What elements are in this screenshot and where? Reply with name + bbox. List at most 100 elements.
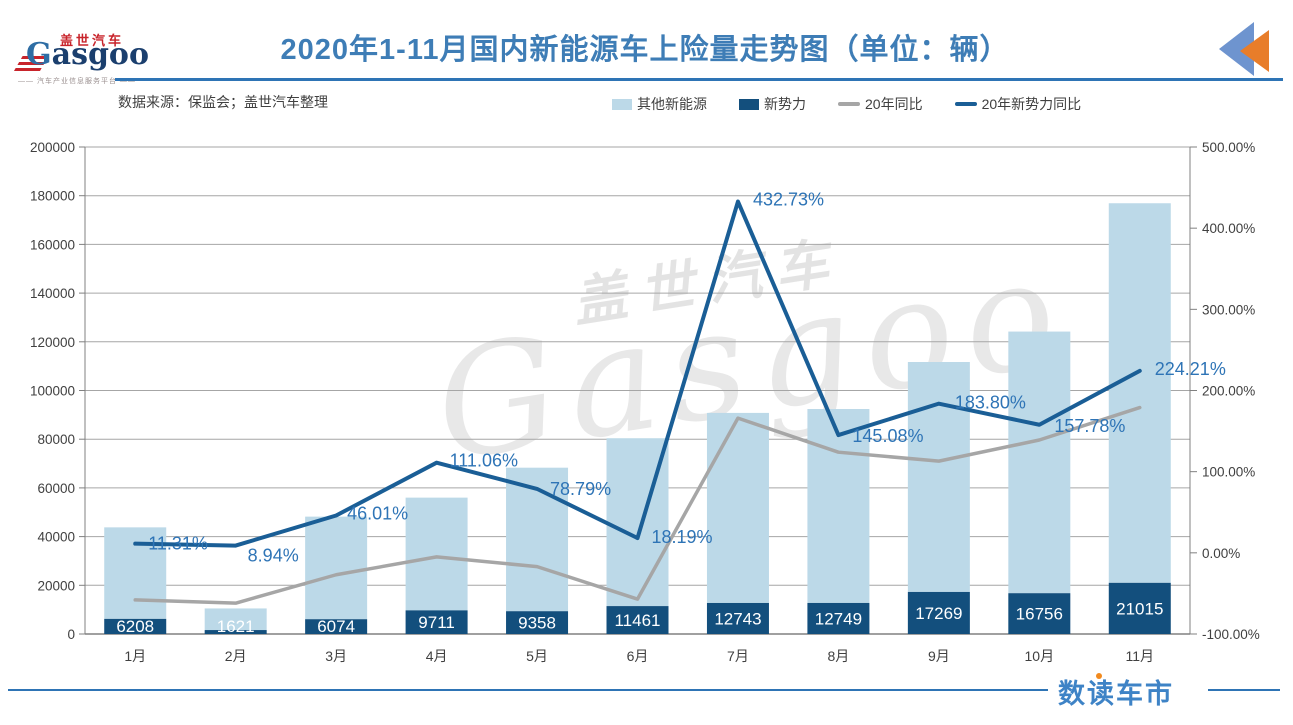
bar-new-force-segment	[807, 602, 870, 634]
left-axis-label: 180000	[30, 189, 75, 204]
bar-new-force-segment	[204, 630, 267, 634]
bar-value-label: 21015	[1116, 599, 1163, 618]
left-axis-label: 20000	[37, 578, 75, 593]
legend-label: 20年新势力同比	[981, 96, 1082, 112]
yoy-point-label: 157.78%	[1054, 416, 1125, 436]
yoy-point-label: 432.73%	[753, 190, 824, 210]
right-axis-label: 400.00%	[1202, 221, 1255, 236]
bar-other-nev-segment	[907, 362, 970, 592]
footer-divider-left	[8, 689, 1048, 691]
double-back-arrows-icon	[1219, 22, 1269, 76]
left-axis-label: 140000	[30, 286, 75, 301]
bar-value-label: 11461	[614, 611, 660, 630]
left-axis-label: 160000	[30, 237, 75, 252]
left-axis-label: 60000	[37, 481, 75, 496]
yoy-point-label: 183.80%	[955, 393, 1026, 413]
bar-other-nev-segment	[1008, 331, 1071, 594]
bar-other-nev-segment	[204, 608, 267, 631]
left-axis-label: 80000	[37, 432, 75, 447]
bar-other-nev-segment	[405, 497, 468, 611]
footer-divider-right	[1208, 689, 1280, 691]
data-source-note: 数据来源：保监会；盖世汽车整理	[118, 94, 328, 110]
bar-value-label: 17269	[915, 604, 962, 623]
x-axis-label: 7月	[727, 648, 749, 664]
bar-new-force-segment	[606, 606, 669, 634]
legend-line-swatch-icon	[954, 102, 977, 106]
yoy-overall-line	[133, 405, 1142, 605]
left-axis-label: 120000	[30, 335, 75, 350]
legend-bar-swatch-icon	[612, 98, 632, 110]
logo-tagline: —— 汽车产业信息服务平台 ——	[18, 78, 136, 85]
bar-value-label: 16756	[1016, 605, 1063, 624]
title-underline	[115, 78, 1283, 81]
bar-other-nev-segment	[506, 467, 569, 612]
footer-logo-orange-dot-icon	[1096, 673, 1102, 679]
x-axis-label: 9月	[928, 648, 950, 664]
yoy-point-label: 46.01%	[347, 503, 408, 523]
x-axis-label: 1月	[124, 648, 146, 664]
x-axis-label: 4月	[426, 648, 448, 664]
yoy-point-label: 111.06%	[450, 451, 518, 471]
x-axis-label: 6月	[627, 648, 649, 664]
left-axis-label: 0	[67, 627, 75, 642]
right-axis-label: -100.00%	[1202, 627, 1260, 642]
bar-new-force-segment	[706, 602, 769, 634]
yoy-point-label: 8.94%	[248, 546, 299, 566]
bar-value-label: 6208	[116, 617, 154, 636]
legend-bar-swatch-icon	[739, 98, 759, 110]
bar-value-label: 12743	[714, 609, 761, 628]
bar-new-force-segment	[907, 591, 970, 634]
legend-item-20年新势力同比: 20年新势力同比	[954, 94, 1082, 114]
bar-new-force-segment	[1008, 593, 1071, 634]
right-axis-label: 100.00%	[1202, 465, 1255, 480]
legend-item-新势力: 新势力	[739, 94, 806, 114]
bar-new-force-segment	[104, 618, 167, 634]
yoy-point-label: 11.31%	[148, 534, 208, 554]
logo-wordmark: Gasgoo	[26, 37, 149, 72]
yoy-point-label: 78.79%	[550, 479, 611, 499]
gasgoo-logo: 盖世汽车 Gasgoo —— 汽车产业信息服务平台 ——	[13, 30, 158, 88]
bar-new-force-segment	[405, 610, 468, 634]
left-axis-label: 200000	[30, 140, 75, 155]
x-axis-label: 2月	[225, 648, 247, 664]
legend-line-swatch-icon	[838, 102, 860, 106]
yoy-point-label: 145.08%	[852, 426, 923, 446]
bar-other-nev-segment	[1108, 203, 1171, 583]
bar-other-nev-segment	[807, 409, 870, 603]
legend-label: 其他新能源	[637, 96, 707, 112]
bar-value-label: 9358	[518, 614, 556, 633]
yoy-new-force-line	[133, 199, 1142, 548]
bar-new-force-segment	[1108, 582, 1171, 634]
logo-cn-text: 盖世汽车	[60, 33, 125, 48]
left-axis-label: 40000	[37, 530, 75, 545]
shudu-cheshi-logo: 数读车市	[1058, 672, 1174, 711]
bar-other-nev-segment	[706, 412, 769, 603]
legend-item-其他新能源: 其他新能源	[612, 94, 707, 114]
bar-value-label: 12749	[815, 609, 862, 628]
bar-new-force-segment	[506, 611, 569, 634]
legend-item-20年同比: 20年同比	[838, 94, 923, 114]
right-axis-label: 200.00%	[1202, 384, 1255, 399]
x-axis-label: 3月	[325, 648, 347, 664]
legend-label: 新势力	[764, 96, 806, 112]
x-axis-label: 11月	[1125, 648, 1154, 664]
page-title: 2020年1-11月国内新能源车上险量走势图（单位：辆）	[280, 34, 1010, 66]
x-axis-label: 5月	[526, 648, 548, 664]
right-axis-label: 300.00%	[1202, 302, 1255, 317]
bar-new-force-segment	[305, 619, 368, 634]
yoy-point-label: 18.19%	[652, 527, 713, 547]
legend-label: 20年同比	[865, 96, 923, 112]
x-axis-label: 8月	[828, 648, 850, 664]
bar-value-label: 1621	[217, 617, 255, 636]
right-axis-label: 0.00%	[1202, 546, 1240, 561]
bar-other-nev-segment	[305, 516, 368, 620]
x-axis-label: 10月	[1025, 648, 1055, 664]
bar-value-label: 9711	[418, 613, 455, 632]
left-axis-label: 100000	[30, 384, 75, 399]
yoy-point-label: 224.21%	[1155, 359, 1226, 379]
bar-value-label: 6074	[317, 617, 355, 636]
footer-logo-text: 数读车市	[1058, 679, 1174, 709]
right-axis-label: 500.00%	[1202, 140, 1255, 155]
